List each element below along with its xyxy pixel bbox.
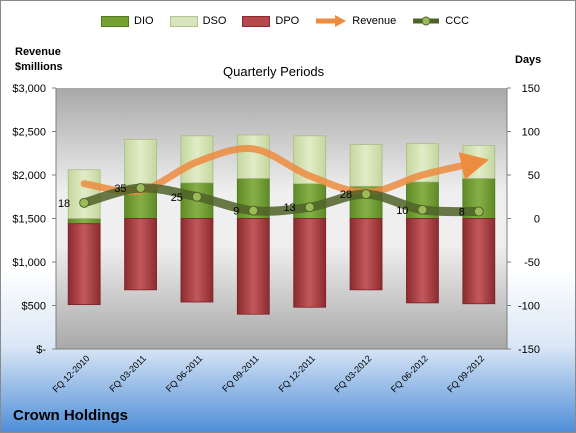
bar-dpo-7 (462, 218, 496, 305)
legend-swatch-dpo (242, 15, 271, 27)
bar-dio-0 (67, 218, 101, 225)
ccc-data-label-6: 10 (396, 205, 408, 217)
bar-dpo-3 (236, 218, 270, 315)
right-tick-label-1: -100 (518, 301, 540, 313)
bar-dpo-5 (349, 218, 383, 291)
category-label-0: FQ 12-2010 (51, 353, 92, 394)
left-tick-label-0: $- (36, 344, 46, 356)
legend-swatch-ccc (413, 16, 440, 26)
category-label-6: FQ 06-2012 (389, 353, 430, 394)
ccc-data-label-0: 18 (58, 198, 70, 210)
legend-item-revenue: Revenue (315, 15, 396, 27)
plot-area (56, 88, 507, 349)
right-axis-title: Days (515, 54, 542, 66)
legend-label-revenue: Revenue (352, 15, 397, 27)
legend-label-ccc: CCC (445, 15, 470, 27)
right-tick-label-3: 0 (534, 214, 540, 226)
left-tick-label-5: $2,500 (12, 127, 46, 139)
left-tick-label-1: $500 (22, 301, 46, 313)
ccc-data-label-2: 25 (171, 192, 183, 204)
right-tick-label-4: 50 (528, 170, 540, 182)
ccc-point-3 (248, 205, 259, 216)
left-tick-label-2: $1,000 (12, 257, 46, 269)
left-tick-label-3: $1,500 (12, 214, 46, 226)
ccc-data-label-4: 13 (283, 202, 295, 214)
legend-item-ccc: CCC (412, 15, 469, 27)
ccc-point-1 (135, 183, 146, 194)
left-axis-title-line1: Revenue (15, 46, 61, 58)
ccc-point-4 (304, 202, 315, 213)
bar-dso-5 (349, 144, 383, 187)
left-axis-title-line2: $millions (15, 61, 63, 73)
ccc-data-label-7: 8 (459, 207, 465, 219)
right-tick-label-6: 150 (522, 83, 540, 95)
company-name: Crown Holdings (13, 407, 128, 424)
legend-swatch-revenue (316, 15, 347, 27)
ccc-point-6 (417, 204, 428, 215)
chart-legend: DIO DSO DPO Revenue CCC (101, 15, 485, 27)
legend-item-dpo: DPO (242, 15, 299, 27)
bar-dpo-6 (406, 218, 439, 304)
category-label-2: FQ 06-2011 (164, 353, 205, 394)
right-tick-label-0: -150 (518, 344, 540, 356)
legend-label-dio: DIO (134, 15, 154, 27)
lines-layer: 18 35 25 9 13 28 10 8 (58, 145, 490, 219)
category-label-3: FQ 09-2011 (220, 353, 261, 394)
bar-dpo-1 (124, 218, 157, 291)
ccc-point-2 (191, 191, 202, 202)
ccc-data-label-3: 9 (233, 206, 239, 218)
ccc-point-0 (79, 197, 90, 208)
legend-swatch-dso (169, 15, 198, 27)
bar-dpo-0 (67, 223, 101, 306)
ccc-point-5 (361, 189, 372, 200)
chart-title: Quarterly Periods (223, 64, 325, 79)
category-label-4: FQ 12-2011 (277, 353, 318, 394)
bar-dso-1 (124, 138, 157, 187)
left-tick-label-6: $3,000 (12, 83, 46, 95)
bar-dpo-4 (293, 218, 327, 308)
left-tick-label-4: $2,000 (12, 170, 46, 182)
ccc-data-label-1: 35 (114, 183, 126, 195)
bar-dso-0 (67, 169, 101, 219)
ccc-point-7 (473, 206, 484, 217)
ccc-data-label-5: 28 (340, 189, 352, 201)
category-label-1: FQ 03-2011 (107, 353, 148, 394)
legend-item-dso: DSO (169, 15, 227, 27)
bar-dpo-2 (180, 218, 214, 303)
plot-background (56, 88, 507, 349)
bar-dso-3 (236, 134, 270, 179)
legend-label-dpo: DPO (275, 15, 300, 27)
left-axis-title: Revenue $millions (15, 45, 63, 75)
legend-swatch-dio (101, 15, 129, 27)
legend-label-dso: DSO (202, 15, 227, 27)
right-tick-label-2: -50 (524, 257, 540, 269)
right-tick-label-5: 100 (522, 127, 540, 139)
category-label-5: FQ 03-2012 (332, 353, 373, 394)
category-label-7: FQ 09-2012 (445, 353, 486, 394)
legend-item-dio: DIO (101, 15, 154, 27)
